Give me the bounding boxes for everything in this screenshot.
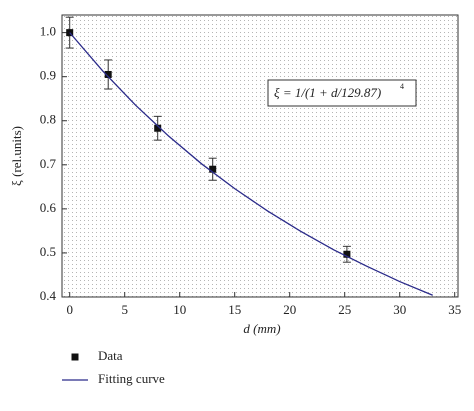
y-axis-label: ξ (rel.units): [9, 126, 24, 186]
legend-label: Data: [98, 348, 123, 363]
data-point: [104, 70, 112, 78]
x-tick-label: 0: [66, 302, 73, 317]
annotation-exponent: 4: [400, 82, 404, 91]
x-tick-label: 15: [228, 302, 241, 317]
legend-marker: [71, 353, 79, 361]
legend-label: Fitting curve: [98, 371, 165, 386]
y-tick-label: 0.7: [40, 156, 57, 171]
x-tick-label: 30: [393, 302, 406, 317]
x-tick-label: 5: [121, 302, 128, 317]
fit-curve: [69, 32, 433, 296]
y-tick-label: 0.6: [40, 200, 57, 215]
x-tick-label: 10: [173, 302, 186, 317]
x-axis-label: d (mm): [243, 321, 280, 336]
x-tick-label: 25: [338, 302, 351, 317]
y-tick-label: 0.9: [40, 68, 56, 83]
annotation: ξ = 1/(1 + d/129.87): [274, 85, 381, 100]
y-tick-label: 0.4: [40, 288, 57, 303]
x-tick-label: 20: [283, 302, 296, 317]
y-tick-label: 0.8: [40, 112, 56, 127]
data-point: [343, 250, 351, 258]
plot-area: [61, 14, 459, 298]
y-tick-label: 0.5: [40, 244, 56, 259]
data-point: [154, 124, 162, 132]
y-tick-label: 1.0: [40, 24, 56, 39]
data-point: [209, 165, 217, 173]
x-tick-label: 35: [448, 302, 461, 317]
annotation-box: [267, 79, 417, 107]
